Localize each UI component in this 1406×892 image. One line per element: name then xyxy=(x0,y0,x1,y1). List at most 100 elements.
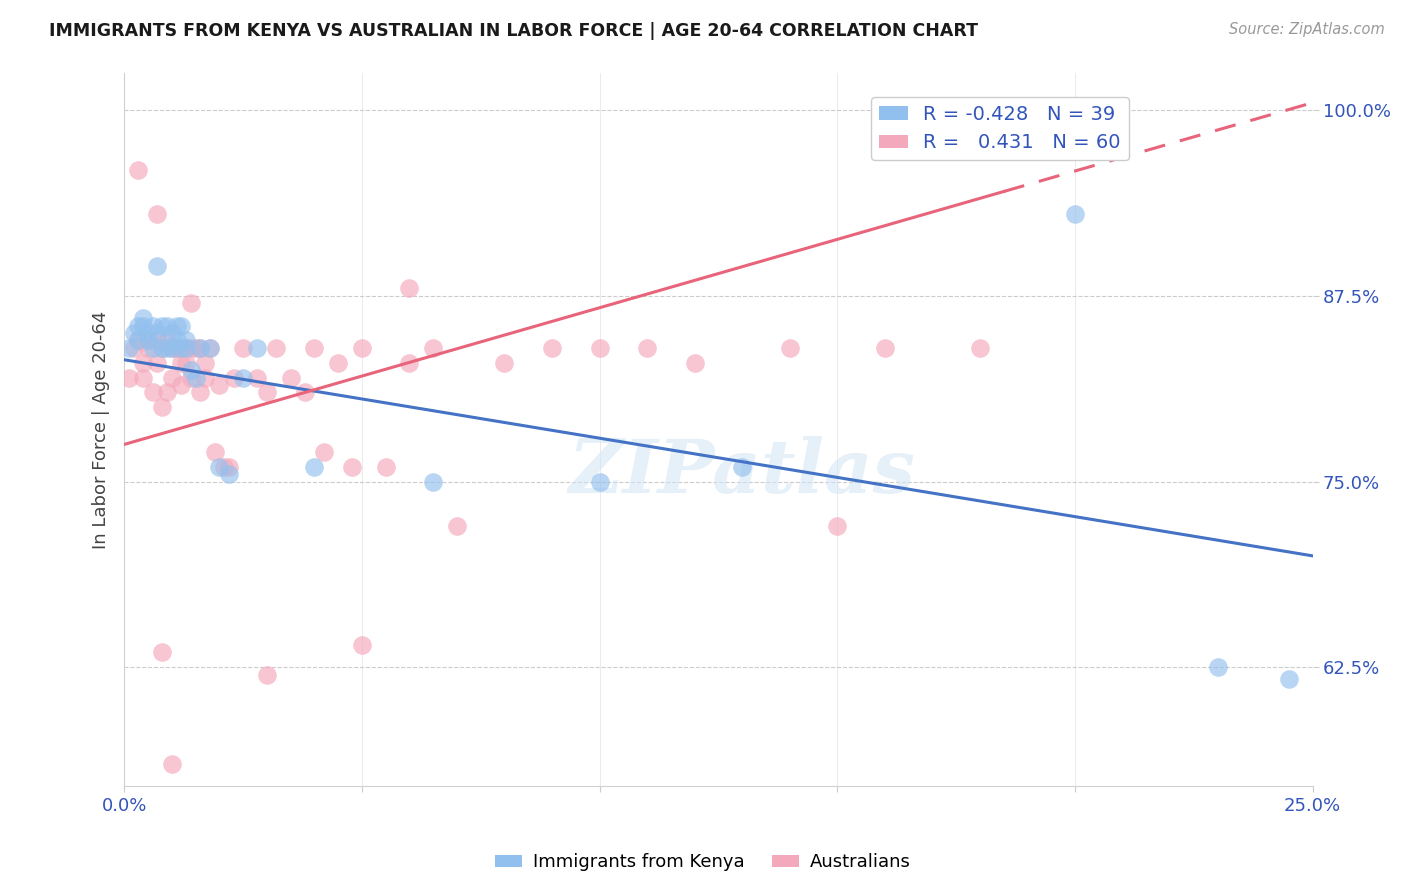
Point xyxy=(156,334,179,348)
Point xyxy=(132,318,155,333)
Point xyxy=(127,334,149,348)
Point xyxy=(146,207,169,221)
Point xyxy=(350,638,373,652)
Point xyxy=(150,341,173,355)
Point xyxy=(136,341,159,355)
Point xyxy=(232,370,254,384)
Point xyxy=(1278,672,1301,686)
Point xyxy=(166,341,188,355)
Point xyxy=(294,385,316,400)
Point xyxy=(374,459,396,474)
Point xyxy=(256,667,278,681)
Y-axis label: In Labor Force | Age 20-64: In Labor Force | Age 20-64 xyxy=(93,310,110,549)
Point xyxy=(132,356,155,370)
Point xyxy=(246,370,269,384)
Point xyxy=(150,318,173,333)
Point xyxy=(174,334,197,348)
Point xyxy=(184,370,207,384)
Point xyxy=(136,334,159,348)
Point xyxy=(170,341,193,355)
Point xyxy=(541,341,564,355)
Point xyxy=(150,645,173,659)
Point xyxy=(208,459,231,474)
Point xyxy=(204,445,226,459)
Point xyxy=(342,459,364,474)
Point xyxy=(304,459,326,474)
Point xyxy=(218,459,240,474)
Point xyxy=(1206,660,1229,674)
Point xyxy=(142,341,165,355)
Point xyxy=(160,341,183,355)
Point xyxy=(146,356,169,370)
Text: ZIPatlas: ZIPatlas xyxy=(569,436,915,508)
Point xyxy=(280,370,302,384)
Point xyxy=(194,370,217,384)
Point xyxy=(266,341,288,355)
Point xyxy=(1064,207,1087,221)
Point xyxy=(156,318,179,333)
Point xyxy=(156,341,179,355)
Point xyxy=(160,756,183,771)
Point xyxy=(150,341,173,355)
Point xyxy=(127,334,149,348)
Point xyxy=(636,341,658,355)
Point xyxy=(208,378,231,392)
Point xyxy=(180,296,202,310)
Point xyxy=(350,341,373,355)
Point xyxy=(142,318,165,333)
Point xyxy=(398,281,420,295)
Point xyxy=(142,385,165,400)
Point xyxy=(146,326,169,340)
Point xyxy=(198,341,221,355)
Point xyxy=(312,445,335,459)
Legend: R = -0.428   N = 39, R =   0.431   N = 60: R = -0.428 N = 39, R = 0.431 N = 60 xyxy=(870,97,1129,161)
Point xyxy=(118,341,141,355)
Point xyxy=(188,385,211,400)
Point xyxy=(174,341,197,355)
Point xyxy=(127,162,149,177)
Point xyxy=(825,519,848,533)
Point xyxy=(218,467,240,482)
Point xyxy=(122,341,145,355)
Point xyxy=(222,370,245,384)
Point xyxy=(160,326,183,340)
Point xyxy=(326,356,349,370)
Point xyxy=(184,341,207,355)
Point xyxy=(160,370,183,384)
Point xyxy=(422,475,444,489)
Point xyxy=(246,341,269,355)
Text: IMMIGRANTS FROM KENYA VS AUSTRALIAN IN LABOR FORCE | AGE 20-64 CORRELATION CHART: IMMIGRANTS FROM KENYA VS AUSTRALIAN IN L… xyxy=(49,22,979,40)
Point xyxy=(156,385,179,400)
Point xyxy=(446,519,468,533)
Point xyxy=(174,356,197,370)
Point xyxy=(132,370,155,384)
Legend: Immigrants from Kenya, Australians: Immigrants from Kenya, Australians xyxy=(488,847,918,879)
Point xyxy=(118,370,141,384)
Point xyxy=(170,318,193,333)
Point xyxy=(136,326,159,340)
Point xyxy=(588,341,610,355)
Point xyxy=(160,341,183,355)
Point xyxy=(166,318,188,333)
Point xyxy=(398,356,420,370)
Text: Source: ZipAtlas.com: Source: ZipAtlas.com xyxy=(1229,22,1385,37)
Point xyxy=(232,341,254,355)
Point xyxy=(136,334,159,348)
Point xyxy=(683,356,706,370)
Point xyxy=(146,334,169,348)
Point xyxy=(188,341,211,355)
Point xyxy=(180,341,202,355)
Point xyxy=(150,401,173,415)
Point xyxy=(127,318,149,333)
Point xyxy=(731,459,754,474)
Point xyxy=(170,356,193,370)
Point xyxy=(188,341,211,355)
Point xyxy=(873,341,896,355)
Point xyxy=(494,356,516,370)
Point xyxy=(422,341,444,355)
Point xyxy=(174,341,197,355)
Point xyxy=(166,341,188,355)
Point xyxy=(969,341,991,355)
Point xyxy=(212,459,235,474)
Point xyxy=(1064,103,1087,117)
